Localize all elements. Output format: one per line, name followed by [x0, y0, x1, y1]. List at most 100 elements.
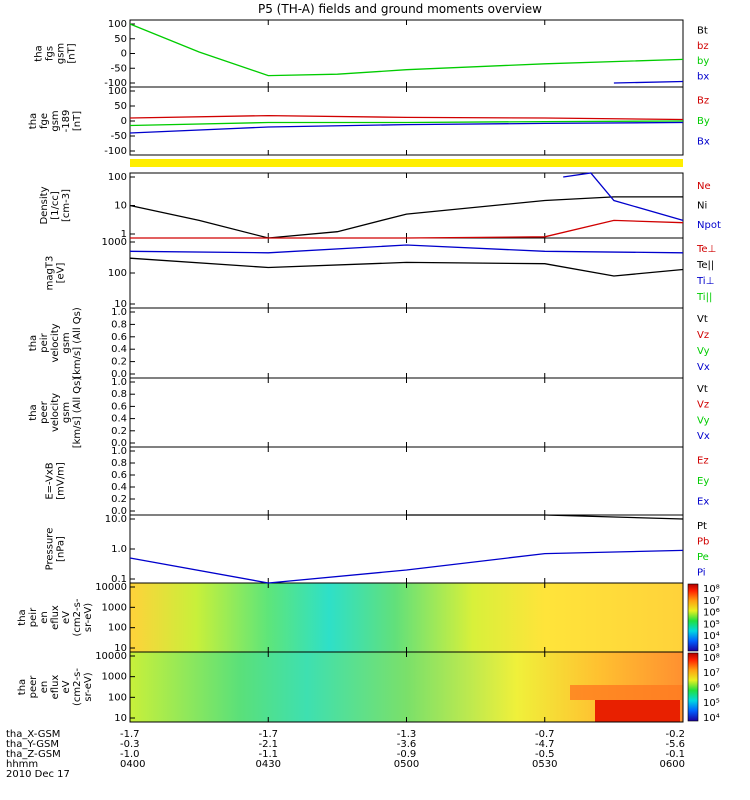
panel-frame — [129, 172, 684, 239]
colorbar-tick: 10³ — [703, 643, 720, 654]
ylabel-line: peir — [28, 607, 39, 627]
panel-efield: 1.00.80.60.40.20.0 E=-VxB [mV/m] Ez Ey Ex — [45, 446, 710, 517]
legend-bx: bx — [697, 71, 709, 82]
ytick-label: -100 — [104, 146, 127, 157]
legend-Bt: Bt — [697, 26, 708, 37]
legend-Vy: Vy — [697, 415, 710, 426]
ytick-label: 1000 — [102, 602, 127, 613]
panel-pressure: 10.0 1.0 0.1 Pressure [nPa] Pt Pb Pe Pi — [45, 514, 710, 585]
panel-density: 100 10 1 Density [1/cc] [cm-3] Ne Ni Npot — [39, 172, 721, 240]
panel-frame — [129, 307, 684, 379]
ytick-label: 10.0 — [105, 514, 127, 525]
legend-bz: bz — [697, 41, 709, 52]
ytick-label: 0 — [121, 116, 127, 127]
ytick-label: 0.8 — [111, 319, 127, 330]
ylabel-line: tha — [28, 335, 39, 351]
footer-value: -5.6 — [665, 739, 685, 750]
colorbar — [687, 583, 699, 652]
ytick-label: 1 — [121, 229, 127, 240]
ylabel-line: [km/s] (All Qs) — [72, 377, 83, 449]
ylabel-line: eflux — [50, 675, 61, 700]
ylabel-line: eV — [61, 611, 72, 624]
panel-fgs: 100 50 0 -50 -100 tha fgs gsm [nT] Bt bz by bx — [34, 19, 710, 89]
trace-fge-Bz — [129, 114, 684, 121]
footer-value: 0530 — [532, 759, 557, 770]
colorbar-tick: 10⁵ — [703, 698, 720, 709]
trace-pressure-Pt — [406, 514, 684, 520]
panel-frame — [129, 377, 684, 448]
ytick-label: -100 — [104, 78, 127, 89]
ytick-label: 10000 — [95, 582, 127, 593]
ytick-label: 1000 — [102, 237, 127, 248]
footer-value: -0.7 — [535, 729, 555, 740]
trace-temp-Te|| — [129, 257, 684, 277]
ylabel-line: Pressure — [45, 528, 56, 571]
colorbar-tick: 10⁴ — [703, 631, 720, 642]
ylabel-line: en — [39, 681, 50, 694]
panel-temp: 1000 100 10 magT3 [eV] Te⊥ Te|| Ti⊥ Ti|| — [45, 237, 717, 310]
ylabel-line: gsm — [56, 43, 67, 64]
ytick-label: 0.4 — [111, 414, 127, 425]
ytick-label: 100 — [108, 19, 127, 30]
ylabel-line: [eV] — [56, 263, 67, 284]
footer-label: tha_X-GSM — [6, 729, 60, 740]
legend-Bz: Bz — [697, 95, 709, 106]
colorbar-tick: 10⁶ — [703, 683, 720, 694]
footer-value: -2.1 — [258, 739, 278, 750]
ytick-label: 0.8 — [111, 458, 127, 469]
footer-value: 0500 — [394, 759, 419, 770]
legend-Vz: Vz — [697, 400, 709, 411]
ytick-label: 0.6 — [111, 470, 127, 481]
legend-Ey: Ey — [697, 476, 709, 487]
ytick-label: 100 — [108, 692, 127, 703]
footer-label: tha_Z-GSM — [6, 749, 61, 760]
trace-density-Npot — [563, 172, 684, 222]
footer-value: -1.7 — [258, 729, 278, 740]
colorbar-tick: 10⁸ — [703, 584, 720, 595]
ylabel-line: tha — [28, 113, 39, 129]
footer-value: -1.1 — [258, 749, 278, 760]
peer-spectrogram-warm — [570, 685, 683, 700]
ylabel-line: [cm-3] — [61, 189, 72, 222]
orbit-footer: tha_X-GSM -1.7 -1.7 -1.3 -0.7 -0.2 tha_Y-GSM -0… — [6, 729, 685, 780]
ytick-label: 1.0 — [111, 307, 127, 318]
ylabel-line: en — [39, 611, 50, 624]
legend-by: by — [697, 56, 709, 67]
legend-By: By — [697, 116, 710, 127]
footer-value: -4.7 — [535, 739, 555, 750]
footer-value: 0430 — [256, 759, 281, 770]
panel-peer_vel: 1.00.80.6 0.40.20.0 tha peer velocity gsm [km/… — [28, 377, 710, 449]
ylabel-line: [nPa] — [56, 536, 67, 562]
data-traces — [129, 23, 684, 584]
legend-Ez: Ez — [697, 455, 709, 466]
ytick-label: 10 — [114, 299, 127, 310]
plot-title: P5 (TH-A) fields and ground moments over… — [258, 2, 542, 16]
ytick-label: 100 — [108, 172, 127, 183]
panel-peir_vel: 1.00.8 0.60.4 0.20.0 tha peir velocity gsm [km/… — [28, 307, 710, 380]
ylabel-line: [nT] — [67, 43, 78, 63]
ylabel-line: tha — [17, 679, 28, 695]
footer-value: 0600 — [660, 759, 685, 770]
trace-fgs-bx — [613, 80, 684, 84]
ylabel-line: gsm — [61, 402, 72, 423]
ytick-label: 0.0 — [111, 506, 127, 517]
trace-pressure-Pi — [129, 549, 684, 584]
ytick-label: 0.4 — [111, 482, 127, 493]
footer-label: tha_Y-GSM — [6, 739, 59, 750]
footer-value: 0400 — [120, 759, 145, 770]
panel-peer_spec: 10000 1000 100 10 tha peer en eflux eV (cm2-s-sr-… — [17, 651, 720, 724]
legend-Te||: Te|| — [696, 260, 714, 271]
ylabel-line: eV — [61, 680, 72, 693]
legend-Ex: Ex — [697, 497, 709, 508]
ylabel-line: peer — [39, 400, 50, 424]
ytick-label: 0.6 — [111, 401, 127, 412]
trace-fge-Bx — [129, 121, 684, 134]
legend-Vy: Vy — [697, 346, 710, 357]
ytick-label: 100 — [108, 623, 127, 634]
ylabel-line: (cm2-s- — [72, 668, 83, 706]
ytick-label: 0.0 — [111, 369, 127, 380]
footer-value: -0.3 — [120, 739, 140, 750]
footer-value: -0.1 — [665, 749, 685, 760]
footer-date: 2010 Dec 17 — [6, 769, 70, 780]
